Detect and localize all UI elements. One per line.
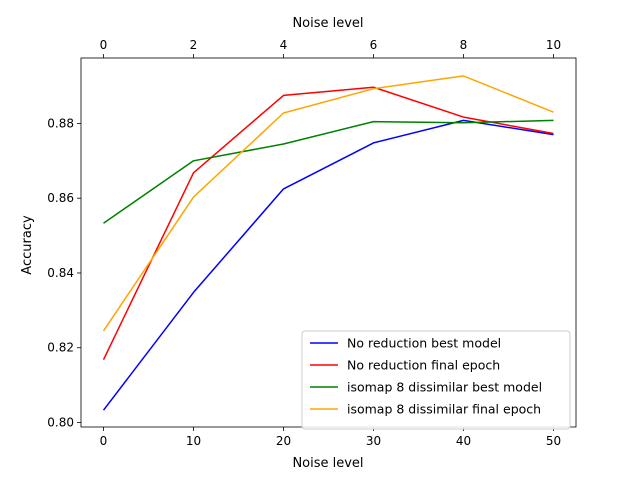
x-tick-label: 0 <box>100 434 108 448</box>
x-tick-label: 20 <box>276 434 291 448</box>
legend: No reduction best model No reduction fina… <box>301 330 571 430</box>
y-axis: 0.80 0.82 0.84 0.86 0.88 <box>47 116 81 430</box>
legend-label: No reduction best model <box>347 336 501 351</box>
top-x-axis: 0 2 4 6 8 10 <box>100 38 561 58</box>
y-tick-label: 0.84 <box>47 266 74 280</box>
top-x-axis-label: Noise level <box>292 16 363 31</box>
y-tick-label: 0.86 <box>47 191 74 205</box>
top-x-tick-label: 8 <box>460 38 468 52</box>
y-tick-label: 0.82 <box>47 341 74 355</box>
top-x-tick-label: 6 <box>370 38 378 52</box>
series-line <box>103 119 554 224</box>
y-tick-label: 0.80 <box>47 416 74 430</box>
top-x-tick-label: 10 <box>546 38 561 52</box>
top-x-tick-label: 0 <box>100 38 108 52</box>
y-axis-label: Accuracy <box>20 215 35 275</box>
series-line <box>102 75 554 332</box>
legend-box <box>301 330 571 430</box>
top-x-tick-label: 4 <box>280 38 288 52</box>
series-line <box>102 86 554 361</box>
y-tick-label: 0.88 <box>47 116 74 130</box>
series-layer <box>102 75 554 411</box>
legend-label: isomap 8 dissimilar best model <box>347 380 542 395</box>
x-axis-label: Noise level <box>292 456 363 471</box>
x-tick-label: 50 <box>546 434 561 448</box>
x-tick-label: 30 <box>366 434 381 448</box>
x-tick-label: 10 <box>186 434 201 448</box>
x-tick-label: 40 <box>456 434 471 448</box>
legend-label: No reduction final epoch <box>347 358 500 373</box>
bottom-x-axis: 0 10 20 30 40 50 <box>100 427 561 448</box>
legend-label: isomap 8 dissimilar final epoch <box>347 402 541 417</box>
top-x-tick-label: 2 <box>190 38 198 52</box>
